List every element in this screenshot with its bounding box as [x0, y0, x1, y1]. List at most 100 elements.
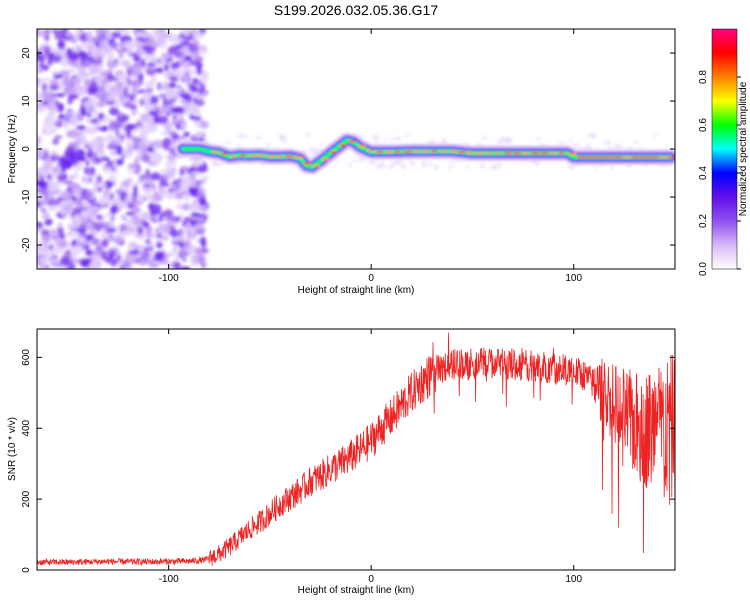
- snr-frame: [36, 328, 676, 571]
- noise-speckle: [145, 259, 155, 265]
- noise-speckle: [168, 76, 178, 81]
- noise-speckle: [113, 198, 119, 204]
- noise-speckle: [201, 70, 209, 78]
- noise-speckle: [106, 190, 112, 200]
- noise-speckle: [140, 211, 150, 221]
- noise-speckle: [158, 115, 169, 125]
- noise-speckle: [190, 178, 197, 189]
- noise-speckle: [141, 179, 148, 184]
- noise-speckle: [145, 87, 154, 94]
- noise-speckle: [573, 143, 579, 148]
- noise-speckle: [503, 139, 511, 144]
- noise-speckle: [134, 180, 141, 186]
- noise-speckle: [569, 138, 573, 143]
- noise-speckle: [106, 159, 114, 167]
- noise-speckle: [53, 155, 61, 161]
- y-tick-label: 20: [21, 47, 32, 59]
- colorbar-tick-label: 0.8: [698, 70, 709, 84]
- noise-speckle: [37, 181, 47, 187]
- noise-speckle: [405, 132, 409, 138]
- noise-speckle: [132, 184, 138, 194]
- noise-speckle: [140, 147, 148, 156]
- colorbar-tick-label: 0.6: [698, 118, 709, 132]
- noise-speckle: [40, 207, 47, 213]
- noise-speckle: [75, 189, 82, 196]
- noise-speckle: [76, 228, 87, 234]
- noise-speckle: [141, 41, 153, 47]
- noise-speckle: [99, 29, 108, 33]
- noise-speckle: [388, 165, 393, 169]
- noise-speckle: [193, 50, 199, 59]
- noise-speckle: [139, 73, 144, 81]
- snr-panel: -100 0 100 0 200 400 600 Height of straight l…: [7, 328, 676, 596]
- noise-speckle: [185, 233, 195, 241]
- noise-speckle: [73, 46, 79, 52]
- noise-speckle: [400, 163, 407, 169]
- noise-speckle: [164, 121, 173, 132]
- noise-speckle: [57, 174, 66, 182]
- noise-speckle: [99, 230, 109, 240]
- noise-speckle: [162, 234, 169, 241]
- noise-speckle: [157, 82, 162, 91]
- noise-speckle: [194, 99, 205, 107]
- noise-speckle: [606, 140, 611, 146]
- noise-speckle: [173, 262, 181, 269]
- noise-speckle: [197, 94, 207, 100]
- noise-speckle: [197, 216, 204, 224]
- noise-speckle: [49, 84, 60, 91]
- noise-speckle: [368, 161, 374, 164]
- noise-speckle: [140, 113, 152, 118]
- noise-speckle: [156, 33, 168, 44]
- noise-speckle: [183, 131, 190, 137]
- noise-speckle: [167, 46, 177, 55]
- noise-speckle: [53, 137, 58, 145]
- noise-speckle: [176, 202, 182, 210]
- noise-speckle: [136, 121, 141, 126]
- figure-title: S199.2026.032.05.36.G17: [274, 2, 438, 18]
- noise-speckle: [160, 52, 170, 60]
- noise-speckle: [171, 158, 177, 166]
- noise-speckle: [134, 232, 139, 239]
- noise-speckle: [67, 53, 79, 62]
- noise-speckle: [194, 229, 205, 235]
- noise-speckle: [189, 36, 193, 41]
- noise-speckle: [352, 159, 358, 162]
- noise-speckle: [164, 64, 169, 71]
- noise-speckle: [120, 59, 132, 67]
- noise-speckle: [81, 109, 87, 117]
- noise-speckle: [177, 250, 185, 259]
- noise-speckle: [66, 222, 79, 229]
- noise-speckle: [224, 141, 232, 144]
- noise-speckle: [158, 215, 164, 223]
- noise-speckle: [105, 181, 114, 187]
- noise-speckle: [96, 175, 102, 184]
- noise-speckle: [190, 212, 200, 218]
- noise-speckle: [53, 230, 59, 238]
- noise-speckle: [374, 141, 380, 144]
- noise-speckle: [103, 96, 109, 101]
- noise-speckle: [135, 48, 146, 56]
- noise-speckle: [638, 146, 643, 149]
- noise-speckle: [106, 48, 114, 59]
- noise-speckle: [49, 127, 58, 133]
- noise-speckle: [433, 165, 440, 170]
- snr-y-ticks: 0 200 400 600: [21, 349, 675, 573]
- noise-speckle: [93, 51, 99, 60]
- noise-speckle: [59, 256, 71, 267]
- noise-speckle: [129, 104, 138, 110]
- noise-speckle: [89, 205, 100, 212]
- noise-speckle: [144, 81, 156, 89]
- noise-speckle: [193, 159, 199, 168]
- colorbar-tick-label: 0.2: [698, 214, 709, 228]
- noise-speckle: [101, 125, 109, 131]
- noise-speckle: [170, 165, 177, 176]
- noise-speckle: [69, 175, 74, 180]
- noise-speckle-region: [37, 29, 672, 269]
- noise-speckle: [141, 153, 152, 163]
- noise-speckle: [42, 210, 50, 221]
- noise-speckle: [188, 102, 198, 112]
- noise-speckle: [85, 159, 90, 167]
- x-tick-label: 100: [565, 574, 582, 585]
- noise-speckle: [74, 148, 86, 159]
- noise-speckle: [610, 165, 614, 171]
